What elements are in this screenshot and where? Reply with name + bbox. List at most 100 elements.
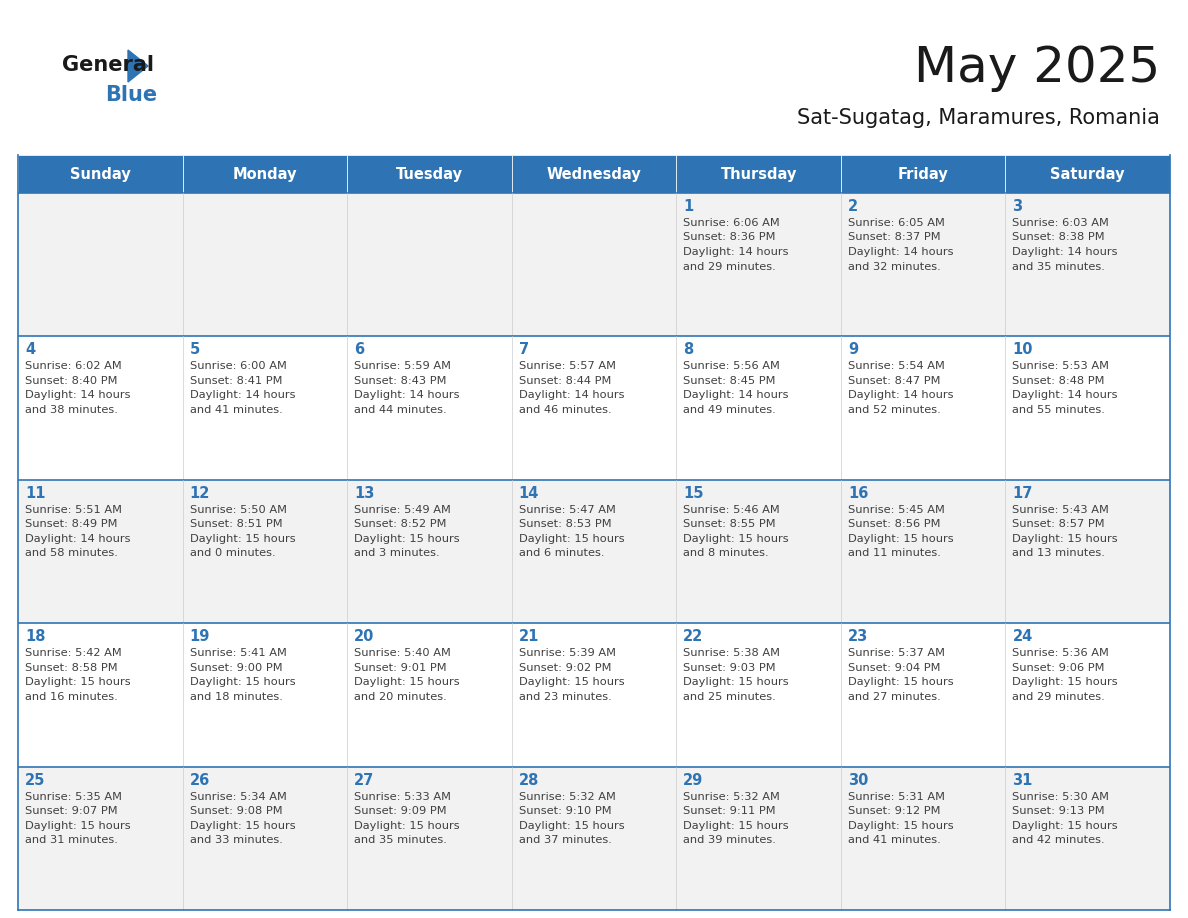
Text: Daylight: 15 hours: Daylight: 15 hours xyxy=(519,533,625,543)
Text: 29: 29 xyxy=(683,773,703,788)
Bar xyxy=(347,480,512,623)
Bar xyxy=(841,623,1005,767)
Text: Daylight: 15 hours: Daylight: 15 hours xyxy=(848,821,954,831)
Text: 8: 8 xyxy=(683,342,694,357)
Text: Sunrise: 5:33 AM: Sunrise: 5:33 AM xyxy=(354,791,451,801)
Bar xyxy=(676,193,841,336)
Text: and 25 minutes.: and 25 minutes. xyxy=(683,691,776,701)
Text: and 58 minutes.: and 58 minutes. xyxy=(25,548,118,558)
Bar xyxy=(1005,767,1170,910)
Text: Daylight: 14 hours: Daylight: 14 hours xyxy=(25,533,131,543)
Text: Daylight: 15 hours: Daylight: 15 hours xyxy=(683,677,789,688)
Text: Sunrise: 5:51 AM: Sunrise: 5:51 AM xyxy=(25,505,122,515)
Text: Sunrise: 5:56 AM: Sunrise: 5:56 AM xyxy=(683,362,781,372)
Text: Sunset: 8:43 PM: Sunset: 8:43 PM xyxy=(354,375,447,386)
Text: Daylight: 15 hours: Daylight: 15 hours xyxy=(354,821,460,831)
Bar xyxy=(512,336,676,480)
Text: and 42 minutes.: and 42 minutes. xyxy=(1012,835,1105,845)
Text: Sunset: 8:37 PM: Sunset: 8:37 PM xyxy=(848,232,941,242)
Text: Sunrise: 5:37 AM: Sunrise: 5:37 AM xyxy=(848,648,944,658)
Text: 22: 22 xyxy=(683,629,703,644)
Text: Sunset: 9:12 PM: Sunset: 9:12 PM xyxy=(848,806,941,816)
Text: Sunrise: 5:32 AM: Sunrise: 5:32 AM xyxy=(519,791,615,801)
Text: and 8 minutes.: and 8 minutes. xyxy=(683,548,769,558)
Text: 23: 23 xyxy=(848,629,868,644)
Text: Sunset: 8:47 PM: Sunset: 8:47 PM xyxy=(848,375,941,386)
Text: and 52 minutes.: and 52 minutes. xyxy=(848,405,941,415)
Text: Sat-Sugatag, Maramures, Romania: Sat-Sugatag, Maramures, Romania xyxy=(797,108,1159,128)
Bar xyxy=(183,336,347,480)
Text: 19: 19 xyxy=(190,629,210,644)
Text: and 18 minutes.: and 18 minutes. xyxy=(190,691,283,701)
Text: Daylight: 15 hours: Daylight: 15 hours xyxy=(683,533,789,543)
Text: Daylight: 14 hours: Daylight: 14 hours xyxy=(1012,390,1118,400)
Text: Daylight: 14 hours: Daylight: 14 hours xyxy=(1012,247,1118,257)
Text: Sunrise: 5:30 AM: Sunrise: 5:30 AM xyxy=(1012,791,1110,801)
Text: Sunset: 9:02 PM: Sunset: 9:02 PM xyxy=(519,663,611,673)
Text: Sunrise: 5:49 AM: Sunrise: 5:49 AM xyxy=(354,505,451,515)
Text: Sunset: 8:58 PM: Sunset: 8:58 PM xyxy=(25,663,118,673)
Bar xyxy=(676,623,841,767)
Text: Tuesday: Tuesday xyxy=(396,166,463,182)
Text: 7: 7 xyxy=(519,342,529,357)
Text: Sunrise: 5:38 AM: Sunrise: 5:38 AM xyxy=(683,648,781,658)
Text: Daylight: 15 hours: Daylight: 15 hours xyxy=(519,821,625,831)
Text: Sunset: 9:06 PM: Sunset: 9:06 PM xyxy=(1012,663,1105,673)
Bar xyxy=(18,155,183,193)
Bar xyxy=(512,480,676,623)
Text: Daylight: 14 hours: Daylight: 14 hours xyxy=(25,390,131,400)
Text: Sunset: 9:03 PM: Sunset: 9:03 PM xyxy=(683,663,776,673)
Text: Blue: Blue xyxy=(105,85,157,105)
Text: Sunrise: 5:46 AM: Sunrise: 5:46 AM xyxy=(683,505,781,515)
Bar xyxy=(183,480,347,623)
Text: Sunset: 8:55 PM: Sunset: 8:55 PM xyxy=(683,520,776,530)
Text: Sunset: 8:48 PM: Sunset: 8:48 PM xyxy=(1012,375,1105,386)
Text: and 49 minutes.: and 49 minutes. xyxy=(683,405,776,415)
Text: Daylight: 15 hours: Daylight: 15 hours xyxy=(683,821,789,831)
Text: Daylight: 15 hours: Daylight: 15 hours xyxy=(25,677,131,688)
Text: and 33 minutes.: and 33 minutes. xyxy=(190,835,283,845)
Text: Sunrise: 5:36 AM: Sunrise: 5:36 AM xyxy=(1012,648,1110,658)
Text: Sunrise: 6:00 AM: Sunrise: 6:00 AM xyxy=(190,362,286,372)
Text: and 35 minutes.: and 35 minutes. xyxy=(354,835,447,845)
Text: 9: 9 xyxy=(848,342,858,357)
Text: and 55 minutes.: and 55 minutes. xyxy=(1012,405,1105,415)
Text: and 32 minutes.: and 32 minutes. xyxy=(848,262,941,272)
Text: Sunrise: 5:32 AM: Sunrise: 5:32 AM xyxy=(683,791,781,801)
Bar xyxy=(1005,480,1170,623)
Bar xyxy=(676,155,841,193)
Text: Sunset: 8:40 PM: Sunset: 8:40 PM xyxy=(25,375,118,386)
Bar xyxy=(347,336,512,480)
Text: Sunset: 8:49 PM: Sunset: 8:49 PM xyxy=(25,520,118,530)
Text: 31: 31 xyxy=(1012,773,1032,788)
Bar xyxy=(512,623,676,767)
Text: Sunset: 9:04 PM: Sunset: 9:04 PM xyxy=(848,663,941,673)
Text: Sunrise: 5:59 AM: Sunrise: 5:59 AM xyxy=(354,362,451,372)
Text: 20: 20 xyxy=(354,629,374,644)
Bar xyxy=(676,336,841,480)
Text: Daylight: 15 hours: Daylight: 15 hours xyxy=(1012,821,1118,831)
Bar xyxy=(183,767,347,910)
Text: Daylight: 14 hours: Daylight: 14 hours xyxy=(683,390,789,400)
Text: Sunset: 9:00 PM: Sunset: 9:00 PM xyxy=(190,663,283,673)
Text: and 29 minutes.: and 29 minutes. xyxy=(683,262,776,272)
Text: 15: 15 xyxy=(683,486,703,501)
Text: Sunset: 9:11 PM: Sunset: 9:11 PM xyxy=(683,806,776,816)
Bar xyxy=(512,155,676,193)
Text: 5: 5 xyxy=(190,342,200,357)
Text: Daylight: 15 hours: Daylight: 15 hours xyxy=(190,821,295,831)
Text: and 0 minutes.: and 0 minutes. xyxy=(190,548,276,558)
Text: Sunrise: 6:05 AM: Sunrise: 6:05 AM xyxy=(848,218,944,228)
Bar xyxy=(1005,193,1170,336)
Text: Wednesday: Wednesday xyxy=(546,166,642,182)
Text: General: General xyxy=(62,55,154,75)
Text: Sunset: 9:01 PM: Sunset: 9:01 PM xyxy=(354,663,447,673)
Bar xyxy=(183,155,347,193)
Text: Daylight: 15 hours: Daylight: 15 hours xyxy=(25,821,131,831)
Text: Daylight: 14 hours: Daylight: 14 hours xyxy=(354,390,460,400)
Text: 2: 2 xyxy=(848,199,858,214)
Text: 13: 13 xyxy=(354,486,374,501)
Text: 14: 14 xyxy=(519,486,539,501)
Text: Saturday: Saturday xyxy=(1050,166,1125,182)
Text: Sunset: 9:09 PM: Sunset: 9:09 PM xyxy=(354,806,447,816)
